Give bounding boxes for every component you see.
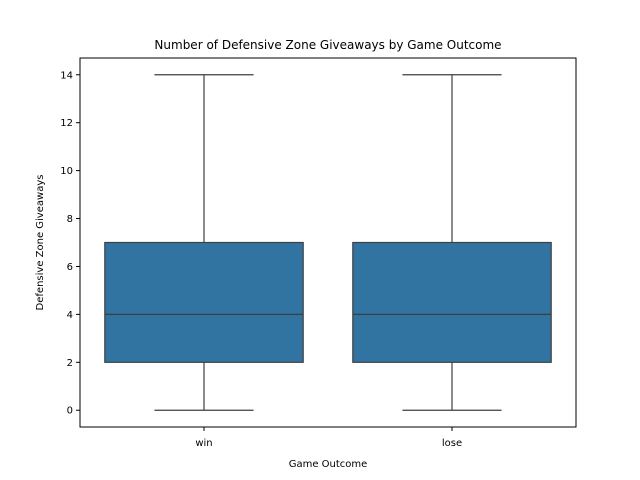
y-tick-label: 4 bbox=[67, 310, 73, 321]
iqr-box bbox=[104, 241, 304, 363]
y-tick-label: 2 bbox=[67, 358, 73, 369]
y-tick-label: 6 bbox=[67, 262, 73, 273]
x-tick-label: win bbox=[195, 438, 212, 449]
x-tick-label: lose bbox=[442, 438, 462, 449]
box-win bbox=[104, 74, 304, 411]
y-tick-label: 12 bbox=[60, 118, 73, 129]
chart-title: Number of Defensive Zone Giveaways by Ga… bbox=[154, 38, 501, 52]
x-axis-label: Game Outcome bbox=[289, 459, 368, 470]
y-tick-label: 8 bbox=[67, 214, 73, 225]
y-tick-label: 0 bbox=[67, 406, 73, 417]
plot-area: 0 2 4 6 8 10 12 14 win lose bbox=[60, 70, 552, 449]
iqr-box bbox=[352, 241, 552, 363]
y-tick-label: 14 bbox=[60, 70, 73, 81]
box-lose bbox=[352, 74, 552, 411]
y-axis-label: Defensive Zone Giveaways bbox=[35, 175, 46, 311]
y-tick-label: 10 bbox=[60, 166, 73, 177]
axes-frame bbox=[79, 57, 577, 428]
